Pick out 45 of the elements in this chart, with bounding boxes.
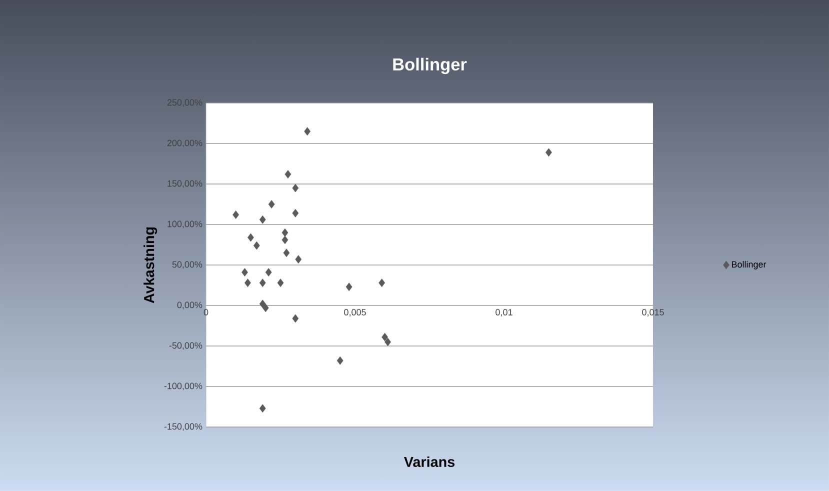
y-tick-label: 200,00% <box>167 140 202 148</box>
point <box>282 236 288 244</box>
y-tick-label: -100,00% <box>164 382 202 390</box>
point <box>384 338 391 346</box>
y-tick-label: -150,00% <box>164 423 202 431</box>
point <box>282 228 288 237</box>
point <box>244 278 251 288</box>
y-tick-label: 250,00% <box>167 99 202 107</box>
point <box>292 208 299 218</box>
point <box>292 314 299 323</box>
point <box>292 184 299 192</box>
x-tick-label: 0,005 <box>344 309 366 316</box>
point <box>253 241 260 250</box>
point <box>232 210 240 219</box>
point <box>262 304 269 312</box>
point <box>259 215 266 224</box>
point <box>265 268 272 276</box>
point <box>259 278 266 288</box>
y-tick-label: 100,00% <box>168 220 202 228</box>
point <box>259 300 266 308</box>
point <box>336 356 344 365</box>
point <box>284 170 292 178</box>
x-tick-label: 0,01 <box>496 309 512 316</box>
y-axis-title: Avkastning <box>144 227 158 304</box>
point <box>268 200 275 208</box>
y-tick-label: 150,00% <box>168 180 202 188</box>
point <box>242 268 248 276</box>
point <box>283 248 290 258</box>
point <box>378 278 386 288</box>
point <box>259 404 266 413</box>
x-axis-title: Varians <box>404 456 455 468</box>
point <box>382 332 388 342</box>
y-tick-label: -50,00% <box>169 342 202 350</box>
x-tick-label: 0 <box>204 309 208 316</box>
chart-title: Bollinger <box>393 58 467 74</box>
point <box>304 127 311 136</box>
y-tick-label: 50,00% <box>172 261 202 269</box>
legend-label: Bollinger <box>732 260 766 270</box>
point <box>346 282 352 292</box>
y-tick-label: 0,00% <box>177 302 202 310</box>
point <box>248 233 254 242</box>
point <box>546 148 552 157</box>
point <box>295 255 302 264</box>
point <box>277 278 284 288</box>
x-tick-label: 0,015 <box>642 309 664 316</box>
